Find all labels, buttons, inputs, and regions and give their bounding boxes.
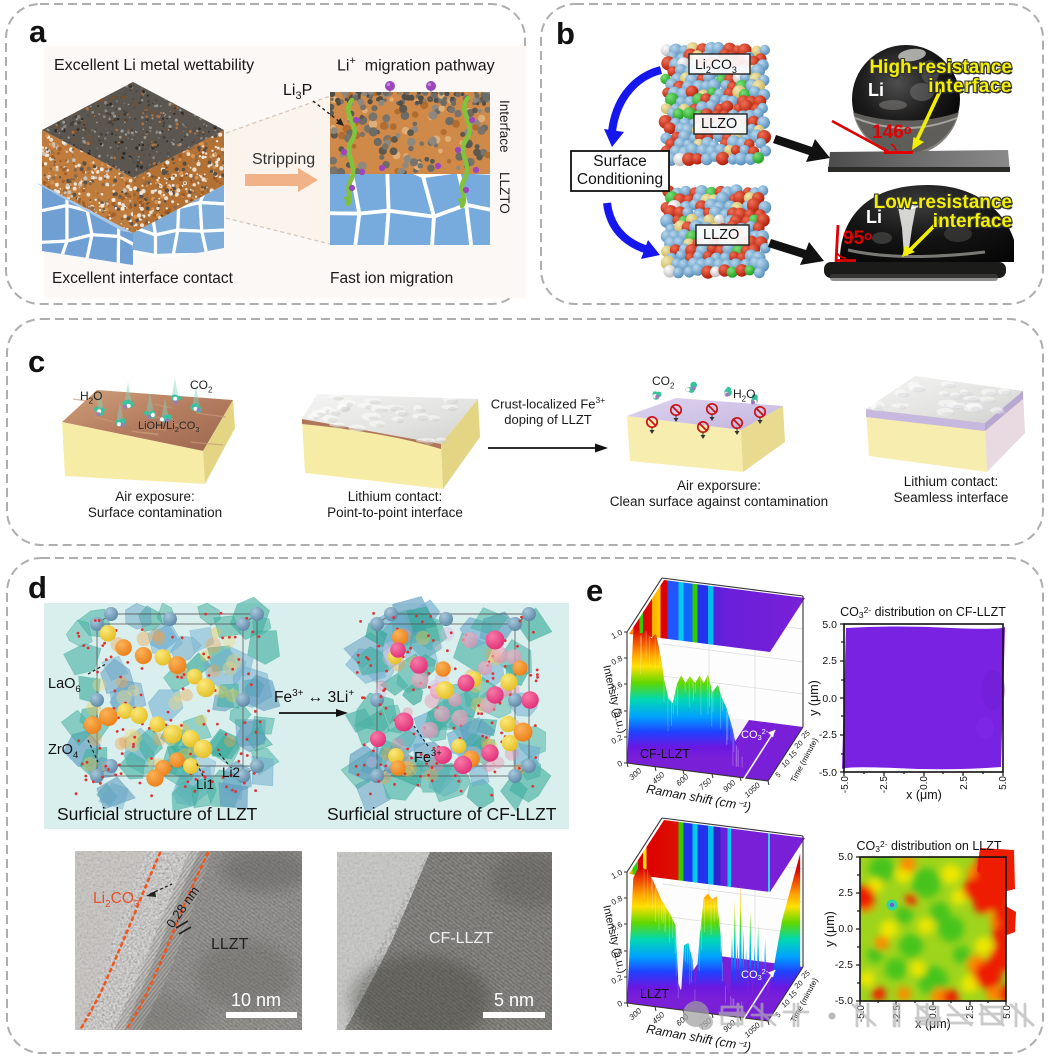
svg-text:750: 750: [697, 776, 713, 792]
svg-text:y (μm): y (μm): [807, 680, 821, 716]
svg-text:2.5: 2.5: [959, 776, 970, 790]
svg-text:-5.0: -5.0: [819, 767, 837, 779]
svg-text:LLZT: LLZT: [640, 987, 670, 1001]
svg-text:300: 300: [627, 1006, 643, 1022]
svg-text:5: 5: [774, 770, 783, 780]
svg-text:5.0: 5.0: [838, 851, 853, 863]
svg-text:600: 600: [674, 772, 690, 788]
svg-text:-5.0: -5.0: [835, 995, 853, 1007]
svg-text:2.5: 2.5: [965, 1005, 976, 1019]
svg-text:-2.5: -2.5: [879, 776, 890, 794]
svg-text:x (μm): x (μm): [906, 788, 942, 802]
svg-text:0.2: 0.2: [610, 733, 625, 746]
svg-text:0.0: 0.0: [838, 923, 853, 935]
svg-text:CO32- distribution on CF-LLZT: CO32- distribution on CF-LLZT: [840, 605, 1006, 620]
svg-text:CF-LLZT: CF-LLZT: [640, 747, 690, 761]
svg-text:-5.0: -5.0: [840, 776, 851, 794]
svg-text:300: 300: [627, 766, 643, 782]
svg-text:0: 0: [616, 999, 625, 1009]
svg-text:0.0: 0.0: [822, 693, 837, 705]
svg-text:900: 900: [721, 1018, 737, 1034]
svg-text:Intensity (a.u.): Intensity (a.u.): [600, 664, 627, 735]
svg-text:1050: 1050: [743, 780, 763, 799]
svg-text:900: 900: [721, 778, 737, 794]
svg-text:5.0: 5.0: [822, 619, 837, 631]
svg-text:5.0: 5.0: [998, 776, 1009, 790]
svg-text:2.5: 2.5: [838, 887, 853, 899]
svg-text:1.0: 1.0: [610, 868, 625, 881]
svg-text:0: 0: [616, 759, 625, 769]
svg-text:1.0: 1.0: [610, 628, 625, 641]
svg-text:-2.5: -2.5: [819, 729, 837, 741]
svg-text:Intensity (a.u.): Intensity (a.u.): [600, 904, 627, 975]
svg-text:1050: 1050: [743, 1020, 763, 1039]
svg-text:0.2: 0.2: [610, 973, 625, 986]
svg-text:CO32- distribution on LLZT: CO32- distribution on LLZT: [857, 839, 1002, 854]
svg-text:y (μm): y (μm): [823, 911, 837, 947]
svg-text:2.5: 2.5: [822, 655, 837, 667]
svg-text:-2.5: -2.5: [835, 959, 853, 971]
